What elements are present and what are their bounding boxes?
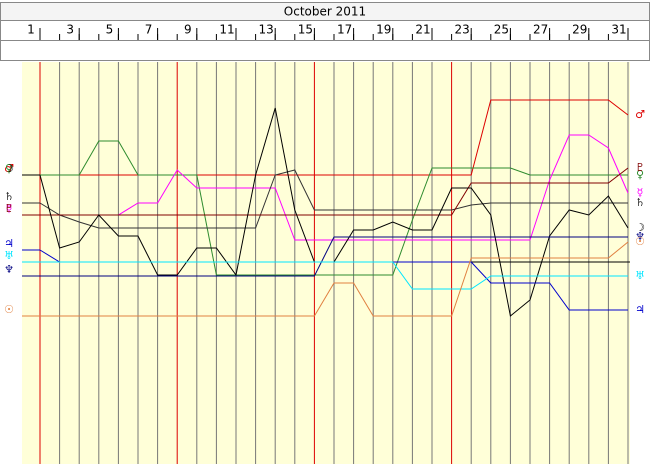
legend-left: ☽ [4,162,14,175]
series-lines [22,99,629,317]
legend-right: ♀ [636,168,644,181]
legend-left: ♀ [5,162,13,175]
legend-left: ♇ [4,202,14,215]
x-tick-label: 21 [415,23,430,37]
legend-left: ♄ [4,190,14,203]
series-line [40,167,629,216]
legend-left: ♃ [4,237,14,250]
x-tick-label: 11 [219,23,234,37]
legend-right: ♂ [635,108,645,121]
series-line [40,236,628,277]
x-tick-label: 25 [494,23,509,37]
x-tick-label: 31 [611,23,626,37]
legend-right: ☽ [635,221,645,234]
legend-right: ♆ [635,230,645,243]
x-tick-label: 15 [298,23,313,37]
legend-right: ♃ [635,303,645,316]
x-tick-label: 1 [27,23,35,37]
grid [39,62,629,464]
x-tick-label: 29 [572,23,587,37]
series-line [40,241,629,317]
series-line [40,261,628,290]
x-tick-label: 3 [66,23,74,37]
legend-right: ♅ [635,269,645,282]
legend-right: ♇ [635,161,645,174]
legend-right: ♄ [635,196,645,209]
series-line [40,140,628,276]
legend-right: ☿ [637,186,644,199]
series-line [39,169,628,229]
empty-row [0,40,650,61]
x-tick-label: 23 [455,23,470,37]
x-tick-label: 13 [259,23,274,37]
legend-left: ♂ [4,162,14,175]
day-row [0,20,650,41]
x-tick-label: 5 [106,23,114,37]
series-line [40,134,629,241]
legend-left: ☉ [4,303,14,316]
x-tick-label: 17 [337,23,352,37]
legend-left: ♅ [4,249,14,262]
x-tick-label: 19 [376,23,391,37]
legend-right: ☉ [635,235,645,248]
x-tick-label: 9 [184,23,192,37]
plot-area [22,62,630,464]
legend-left: ♆ [4,263,14,276]
x-tick-label: 27 [533,23,548,37]
legend-left: ☿ [6,202,13,215]
x-tick-label: 7 [145,23,153,37]
chart-title: October 2011 [284,5,366,19]
